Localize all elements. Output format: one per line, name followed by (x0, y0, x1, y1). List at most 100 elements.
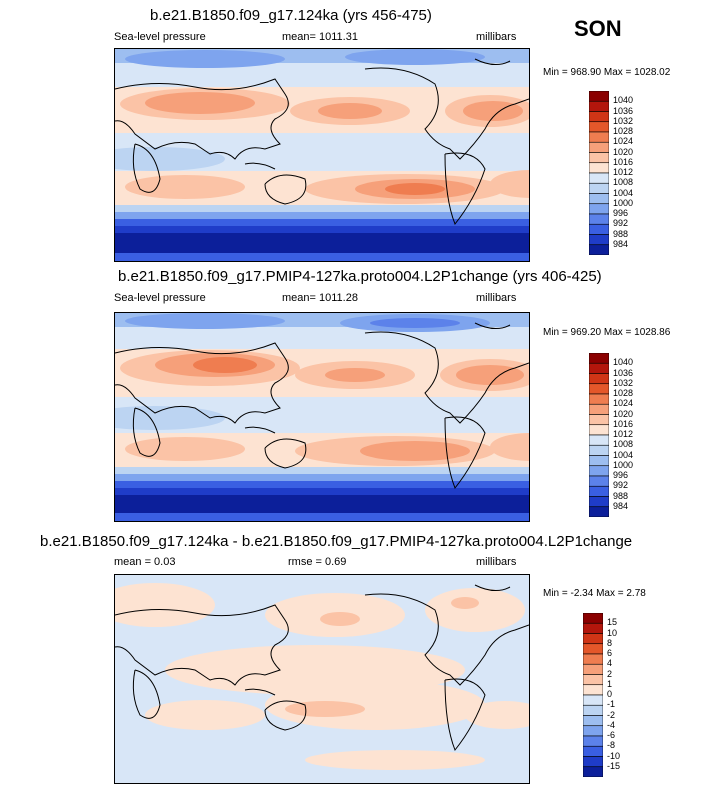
panel-3-colorbar-box (583, 633, 603, 645)
panel-2-colorbar-tick-label: 984 (613, 500, 629, 511)
panel-1-colorbar-tick-label: 1008 (613, 177, 634, 188)
panel-3-colorbar-tick-label: 8 (607, 637, 613, 648)
panel-3-colorbar-box (583, 725, 603, 737)
panel-3-colorbar-tick-label: 15 (607, 617, 618, 628)
panel-2-colorbar-tick-label: 1028 (613, 388, 634, 398)
panel-1-colorbar-box (589, 111, 609, 123)
panel-3-map-svg (115, 575, 529, 783)
panel-3-colorbar-tick-label: 2 (607, 668, 613, 679)
panel-3-colorbar-box (583, 745, 603, 757)
panel-3-colorbar-tick-label: -1 (607, 699, 616, 710)
panel-3-colorbar-tick-label: 10 (607, 627, 618, 638)
panel-3-colorbar (583, 613, 603, 777)
panel-3-colorbar-tick-label: 4 (607, 658, 613, 669)
panel-1-colorbar-tick-label: 1004 (613, 187, 634, 198)
panel-2-colorbar-tick-label: 988 (613, 490, 629, 501)
panel-1-colorbar-tick-label: 992 (613, 218, 629, 229)
panel-1-title: b.e21.B1850.f09_g17.124ka (yrs 456-475) (150, 7, 432, 24)
panel-1-colorbar-tick-label: 1016 (613, 156, 634, 167)
panel-2-colorbar-box (589, 403, 609, 415)
panel-2-title: b.e21.B1850.f09_g17.PMIP4-127ka.proto004… (118, 268, 602, 285)
panel-2-units: millibars (476, 292, 517, 304)
panel-3-colorbar-box (583, 653, 603, 665)
panel-3-colorbar-tick-label: -15 (607, 760, 621, 771)
panel-2-map (114, 312, 530, 522)
panel-3-rmse: rmse = 0.69 (288, 556, 347, 568)
panel-1-variable-label: Sea-level pressure (114, 31, 206, 43)
panel-2-colorbar-tick-label: 1020 (613, 408, 634, 419)
panel-2-colorbar-tick-label: 1000 (613, 459, 634, 470)
panel-2-colorbar-tick-label: 992 (613, 480, 629, 491)
panel-2-colorbar-box (589, 414, 609, 426)
panel-2-colorbar-box (589, 424, 609, 436)
panel-3-colorbar-tick-label: 6 (607, 648, 613, 658)
panel-3-colorbar-box (583, 766, 603, 777)
panel-3-colorbar-box (583, 674, 603, 686)
panel-1-colorbar-box (589, 172, 609, 184)
panel-1-map-svg (115, 49, 529, 261)
panel-3-mean: mean = 0.03 (114, 556, 176, 568)
panel-1-colorbar-tick-label: 1000 (613, 197, 634, 208)
panel-2-colorbar-tick-label: 1012 (613, 429, 634, 439)
panel-3-colorbar-box (583, 663, 603, 675)
panel-1-colorbar-tick-label: 1012 (613, 167, 634, 177)
panel-2-colorbar-tick-label: 996 (613, 470, 629, 480)
panel-2-colorbar (589, 353, 609, 517)
panel-1-colorbar-tick-label: 996 (613, 208, 629, 218)
panel-2-colorbar-tick-label: 1032 (613, 377, 634, 388)
panel-3-units: millibars (476, 556, 517, 568)
panel-1-colorbar-box (589, 182, 609, 194)
panel-1-colorbar-box (589, 100, 609, 112)
panel-3-title: b.e21.B1850.f09_g17.124ka - b.e21.B1850.… (40, 533, 633, 550)
panel-2-colorbar-tick-label: 1024 (613, 398, 634, 409)
panel-3-colorbar-box (583, 684, 603, 696)
panel-3-colorbar-tick-label: -2 (607, 709, 616, 720)
panel-3-colorbar-box (583, 643, 603, 655)
panel-1-colorbar-box (589, 152, 609, 164)
panel-2-colorbar-box (589, 393, 609, 405)
panel-2-mean: mean= 1011.28 (282, 292, 358, 304)
panel-1-colorbar-box (589, 91, 609, 102)
panel-1-colorbar-box (589, 234, 609, 246)
panel-1-colorbar-tick-label: 1040 (613, 95, 634, 106)
panel-2-minmax: Min = 969.20 Max = 1028.86 (543, 327, 671, 338)
panel-2-colorbar-tick-label: 1008 (613, 439, 634, 450)
panel-1-colorbar-box (589, 131, 609, 143)
panel-2-variable-label: Sea-level pressure (114, 292, 206, 304)
panel-3-colorbar-tick-label: -4 (607, 719, 616, 730)
panel-2-colorbar-tick-label: 1016 (613, 418, 634, 429)
panel-3-colorbar-box (583, 704, 603, 716)
panel-3-colorbar-tick-label: 0 (607, 689, 613, 699)
panel-1-minmax: Min = 968.90 Max = 1028.02 (543, 67, 671, 78)
panel-1-colorbar-box (589, 121, 609, 133)
panel-3-colorbar-tick-label: -10 (607, 750, 621, 761)
panel-3-colorbar-box (583, 756, 603, 768)
panel-3-colorbar-tick-label: 1 (607, 678, 613, 689)
panel-1-colorbar-tick-label: 988 (613, 228, 629, 239)
panel-3-colorbar-box (583, 622, 603, 634)
panel-1-colorbar-tick-label: 1020 (613, 146, 634, 157)
panel-2-colorbar-tick-label: 1036 (613, 367, 634, 378)
panel-1-colorbar (589, 91, 609, 255)
panel-2-colorbar-box (589, 362, 609, 374)
panel-1-colorbar-box (589, 162, 609, 174)
panel-2-colorbar-box (589, 506, 609, 517)
panel-1-mean: mean= 1011.31 (282, 31, 358, 43)
panel-1-colorbar-box (589, 203, 609, 215)
panel-1-colorbar-tick-label: 1024 (613, 136, 634, 147)
panel-2-colorbar-box (589, 465, 609, 477)
panel-2-colorbar-box (589, 485, 609, 497)
panel-3-colorbar-box (583, 735, 603, 747)
panel-3-colorbar-box (583, 715, 603, 727)
panel-3-colorbar-box (583, 613, 603, 624)
panel-1-colorbar-box (589, 213, 609, 225)
panel-1-colorbar-box (589, 141, 609, 153)
panel-2-colorbar-box (589, 455, 609, 467)
panel-1-units: millibars (476, 31, 517, 43)
panel-2-colorbar-box (589, 444, 609, 456)
panel-3-colorbar-tick-label: -8 (607, 740, 616, 751)
panel-1-colorbar-box (589, 244, 609, 255)
panel-2-colorbar-box (589, 434, 609, 446)
season-label: SON (574, 16, 622, 41)
panel-3-minmax: Min = -2.34 Max = 2.78 (543, 588, 646, 599)
